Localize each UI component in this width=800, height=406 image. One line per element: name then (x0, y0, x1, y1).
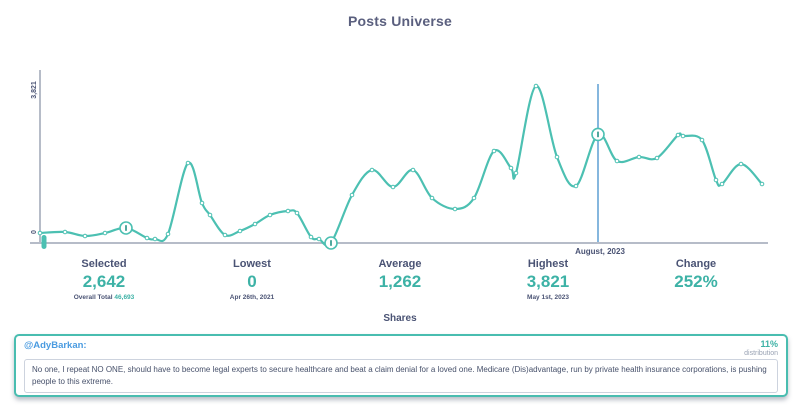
data-point[interactable] (237, 228, 243, 234)
quote-meta: 11% distribution (744, 339, 778, 358)
y-tick-max: 3,821 (31, 81, 38, 99)
top-post-card[interactable]: @AdyBarkan: 11% distribution No one, I r… (14, 334, 788, 397)
stat-label: Change (675, 258, 717, 270)
pin-marker-glyph (125, 225, 127, 231)
stat-change: Change 252% (622, 258, 770, 302)
data-point[interactable] (675, 132, 681, 138)
stat-value: 3,821 (526, 272, 570, 291)
data-point[interactable] (308, 234, 314, 240)
axis-origin-handle[interactable] (41, 235, 47, 249)
stat-selected: Selected 2,642 Overall Total 46,693 (30, 258, 178, 302)
stat-value: 252% (674, 272, 718, 291)
stat-subtext: May 1st, 2023 (527, 294, 569, 301)
stat-label: Lowest (233, 258, 271, 270)
stat-label: Highest (527, 258, 569, 270)
data-point[interactable] (369, 167, 375, 173)
stat-subtext (326, 294, 474, 302)
pin-marker-glyph (597, 131, 599, 138)
data-point[interactable] (37, 230, 43, 236)
data-point[interactable] (533, 83, 539, 89)
highlight-pin-markers[interactable] (119, 127, 605, 250)
data-point[interactable] (513, 170, 519, 176)
stat-subtext: Apr 26th, 2021 (229, 294, 275, 301)
distribution-label: distribution (744, 349, 778, 357)
data-point[interactable] (102, 230, 108, 236)
data-point[interactable] (452, 206, 458, 212)
data-point[interactable] (82, 233, 88, 239)
data-point[interactable] (738, 161, 744, 167)
stat-average: Average 1,262 (326, 258, 474, 302)
data-point[interactable] (636, 154, 642, 160)
data-point[interactable] (294, 210, 300, 216)
stat-highest: Highest 3,821 May 1st, 2023 (474, 258, 622, 302)
data-point[interactable] (554, 154, 560, 160)
data-point[interactable] (390, 184, 396, 190)
annotation-date-label: August, 2023 (575, 247, 625, 256)
data-point[interactable] (429, 195, 435, 201)
data-point[interactable] (316, 236, 322, 242)
data-point[interactable] (285, 208, 291, 214)
distribution-percent: 11% (760, 339, 778, 349)
stat-lowest: Lowest 0 Apr 26th, 2021 (178, 258, 326, 302)
data-point[interactable] (410, 167, 416, 173)
series-path (38, 84, 764, 247)
data-point[interactable] (699, 137, 705, 143)
data-point[interactable] (185, 160, 191, 166)
data-point[interactable] (349, 192, 355, 198)
series-point-markers[interactable] (37, 83, 765, 242)
data-point[interactable] (471, 195, 477, 201)
stat-subtext: Overall Total 46,693 (73, 294, 135, 301)
data-point[interactable] (62, 229, 68, 235)
data-point[interactable] (713, 177, 719, 183)
stats-row: Selected 2,642 Overall Total 46,693 Lowe… (30, 258, 770, 302)
stat-value: 0 (247, 272, 257, 291)
post-text: No one, I repeat NO ONE, should have to … (24, 358, 778, 394)
shares-line-chart[interactable]: 3,821 0 August, 2023 (0, 0, 800, 260)
data-point[interactable] (267, 212, 273, 218)
data-point[interactable] (759, 181, 765, 187)
data-point[interactable] (207, 212, 213, 218)
y-tick-zero: 0 (31, 230, 38, 234)
author-handle[interactable]: @AdyBarkan: (24, 340, 87, 351)
quote-header: @AdyBarkan: 11% distribution (24, 339, 778, 358)
data-point[interactable] (614, 158, 620, 164)
data-point[interactable] (491, 148, 497, 154)
chart-axis-title: Shares (383, 313, 417, 324)
data-point[interactable] (508, 165, 514, 171)
data-point[interactable] (654, 155, 660, 161)
stat-value: 1,262 (378, 272, 422, 291)
stat-value: 2,642 (82, 272, 126, 291)
stat-subtext (622, 294, 770, 302)
data-point[interactable] (144, 235, 150, 241)
pin-marker-glyph (330, 240, 332, 246)
stat-label: Average (378, 258, 422, 270)
data-point[interactable] (222, 232, 228, 238)
data-point[interactable] (199, 200, 205, 206)
data-point[interactable] (719, 181, 725, 187)
data-point[interactable] (680, 133, 686, 139)
data-point[interactable] (165, 231, 171, 237)
stat-label: Selected (81, 258, 127, 270)
data-point[interactable] (252, 221, 258, 227)
page-title: Posts Universe (348, 13, 452, 29)
data-point[interactable] (573, 183, 579, 189)
data-point[interactable] (152, 236, 158, 242)
